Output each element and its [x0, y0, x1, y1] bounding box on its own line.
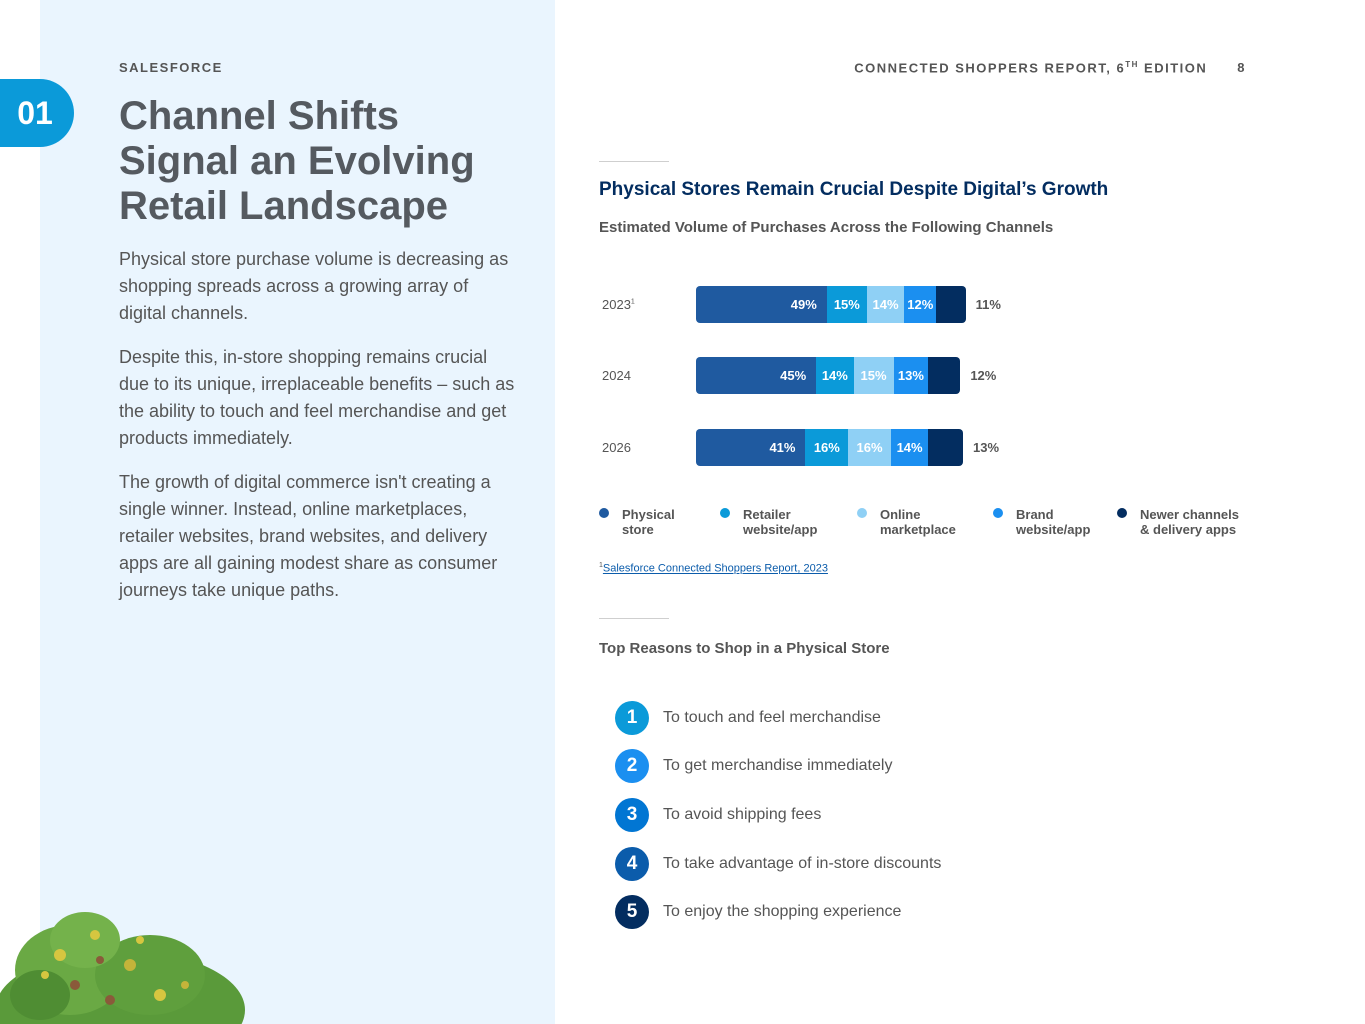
bush-illustration	[0, 912, 245, 1024]
bar-segment: 14%	[816, 357, 854, 394]
bar-row-2023: 49% 15% 14% 12%	[696, 286, 966, 323]
reason-number-badge: 1	[615, 701, 649, 735]
intro-paragraph-2: Despite this, in-store shopping remains …	[119, 347, 515, 448]
bar-segment	[928, 357, 961, 394]
reason-text: To enjoy the shopping experience	[663, 903, 902, 920]
footnote-link[interactable]: Salesforce Connected Shoppers Report, 20…	[602, 562, 828, 575]
legend-label: Brand website/app	[1016, 507, 1091, 537]
bar-segment	[928, 429, 963, 466]
year-label-2024: 2024	[602, 368, 631, 383]
bar-row-2026: 41% 16% 16% 14%	[696, 429, 963, 466]
intro-text: Physical store purchase volume is decrea…	[119, 246, 519, 621]
reason-number-badge: 4	[615, 847, 649, 881]
brand-label: SALESFORCE	[119, 60, 223, 75]
reason-text: To get merchandise immediately	[663, 757, 893, 774]
report-title-suffix: EDITION	[1138, 60, 1208, 76]
chart-subtitle: Estimated Volume of Purchases Across the…	[599, 219, 1054, 236]
bar-segment: 13%	[893, 357, 929, 394]
bar-segment: 12%	[904, 286, 937, 323]
bar-end-label: 13%	[973, 440, 1000, 455]
reason-number-badge: 5	[615, 895, 649, 929]
bar-segment: 15%	[826, 286, 867, 323]
bar-segment: 16%	[805, 429, 849, 466]
year-label-2026: 2026	[602, 440, 631, 455]
reason-item: 1 To touch and feel merchandise	[615, 701, 881, 735]
page-title: Channel Shifts Signal an Evolving Retail…	[119, 94, 475, 228]
legend-label: Newer channels & delivery apps	[1140, 507, 1239, 537]
reason-text: To avoid shipping fees	[663, 806, 822, 823]
bar-segment: 14%	[866, 286, 905, 323]
intro-paragraph-1: Physical store purchase volume is decrea…	[119, 249, 509, 323]
year-footnote-marker: 1	[630, 298, 635, 306]
chart-divider	[599, 161, 669, 162]
bar-row-2024: 45% 14% 15% 13%	[696, 357, 961, 394]
report-title: CONNECTED SHOPPERS REPORT, 6	[854, 60, 1126, 76]
legend-swatch	[857, 508, 867, 518]
bar-segment: 15%	[853, 357, 894, 394]
legend-label: Physical store	[622, 507, 675, 537]
footnote: 1Salesforce Connected Shoppers Report, 2…	[599, 562, 828, 575]
left-panel	[40, 0, 555, 1024]
page-number: 8	[1237, 60, 1246, 76]
reason-item: 4 To take advantage of in-store discounts	[615, 847, 941, 881]
report-header: CONNECTED SHOPPERS REPORT, 6TH EDITION 8	[854, 60, 1246, 75]
reasons-title: Top Reasons to Shop in a Physical Store	[599, 640, 890, 657]
bar-segment: 41%	[696, 429, 806, 466]
reasons-divider	[599, 618, 669, 619]
reason-item: 3 To avoid shipping fees	[615, 798, 821, 832]
bar-segment	[936, 286, 966, 323]
year-label-2023: 20231	[602, 297, 635, 312]
legend-swatch	[720, 508, 730, 518]
legend-label: Retailer website/app	[743, 507, 818, 537]
bar-segment: 45%	[696, 357, 817, 394]
bar-segment: 14%	[890, 429, 929, 466]
bar-segment: 49%	[696, 286, 827, 323]
reason-item: 5 To enjoy the shopping experience	[615, 895, 901, 929]
report-title-ordinal: TH	[1125, 60, 1139, 69]
reason-text: To touch and feel merchandise	[663, 709, 881, 726]
reason-item: 2 To get merchandise immediately	[615, 749, 892, 783]
legend-swatch	[1117, 508, 1127, 518]
bar-end-label: 12%	[970, 368, 997, 383]
chart-title: Physical Stores Remain Crucial Despite D…	[599, 179, 1109, 200]
bar-end-label: 11%	[975, 297, 1001, 312]
reason-number-badge: 3	[615, 798, 649, 832]
section-number-badge: 01	[0, 79, 74, 147]
reason-text: To take advantage of in-store discounts	[663, 855, 942, 872]
legend-label: Online marketplace	[880, 507, 956, 537]
intro-paragraph-3: The growth of digital commerce isn't cre…	[119, 472, 498, 600]
reason-number-badge: 2	[615, 749, 649, 783]
legend-swatch	[599, 508, 609, 518]
stacked-bar-chart: 20231 49% 15% 14% 12% 11% 2024 45% 14% 15% 13% 12% 2…	[599, 280, 1099, 480]
bar-segment: 16%	[848, 429, 891, 466]
footnote-marker: 1	[599, 562, 603, 569]
legend-swatch	[993, 508, 1003, 518]
